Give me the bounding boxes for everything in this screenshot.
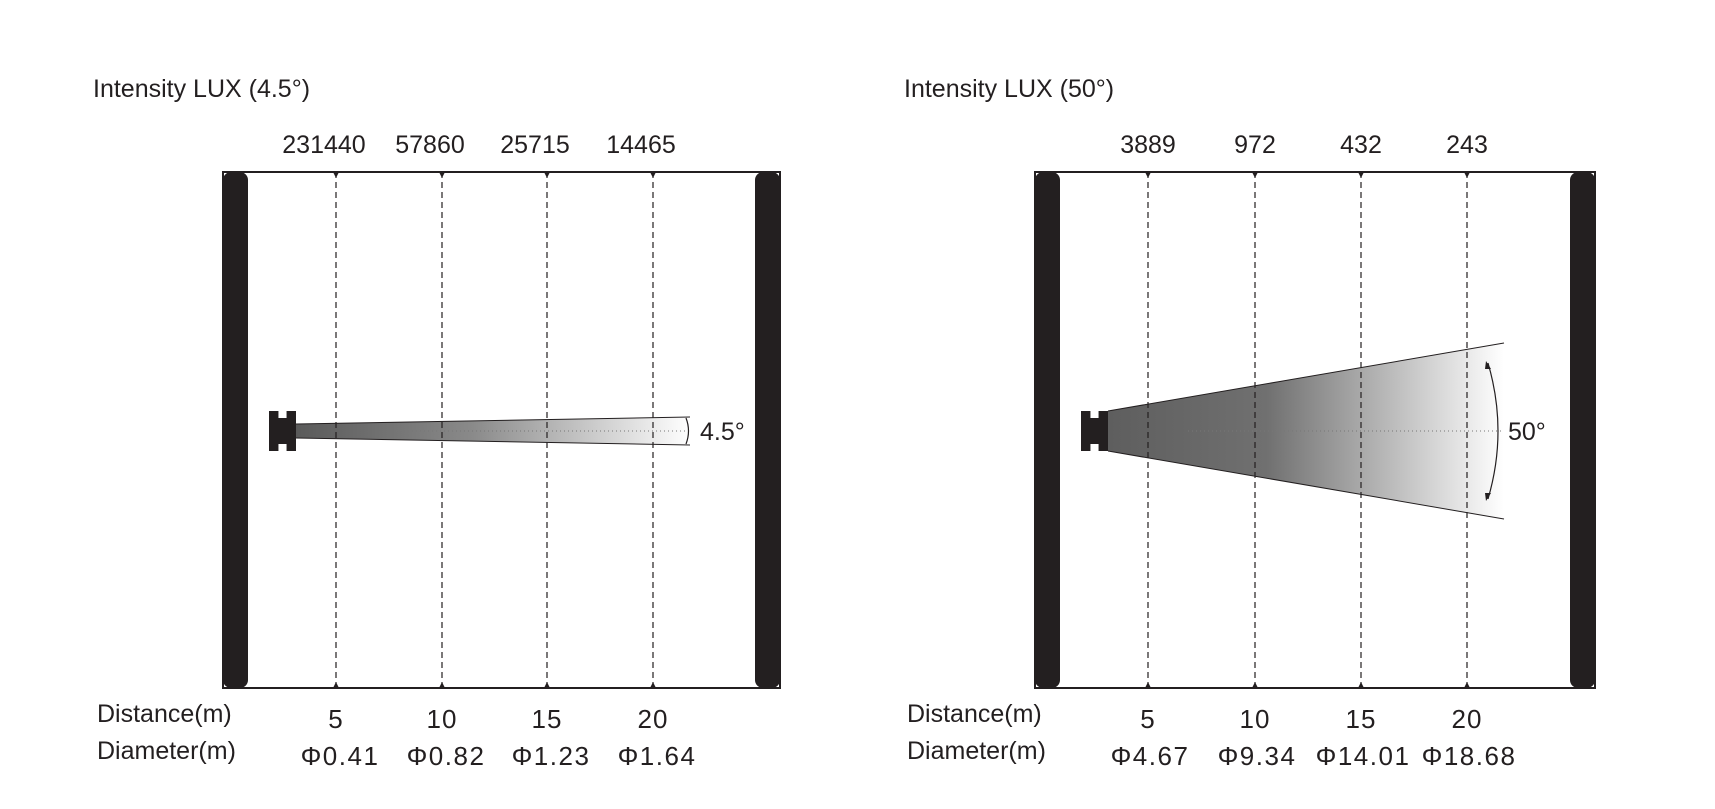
tick-bottom	[439, 682, 445, 688]
lux-value: 57860	[395, 131, 465, 159]
distance-label: Distance(m)	[907, 700, 1042, 728]
frame	[1034, 171, 1596, 689]
fixture-icon	[269, 411, 297, 451]
distance-value: 15	[1346, 704, 1377, 734]
tick-bottom	[1252, 682, 1258, 688]
tick-bottom	[544, 682, 550, 688]
distance-label: Distance(m)	[97, 700, 232, 728]
diameter-label: Diameter(m)	[97, 737, 236, 765]
right-wall	[755, 172, 780, 688]
diameter-value: Φ9.34	[1218, 741, 1297, 771]
lux-value: 432	[1340, 131, 1382, 159]
diameter-value: Φ1.23	[512, 741, 591, 771]
distance-value: 20	[1452, 704, 1483, 734]
lux-value: 3889	[1120, 131, 1176, 159]
tick-top	[1464, 172, 1470, 178]
lux-value: 231440	[282, 131, 365, 159]
diameter-value: Φ0.41	[301, 741, 380, 771]
tick-top	[1145, 172, 1151, 178]
tick-top	[1358, 172, 1364, 178]
tick-top	[650, 172, 656, 178]
tick-bottom	[1464, 682, 1470, 688]
beam-edge-bottom	[295, 437, 691, 446]
tick-bottom	[1358, 682, 1364, 688]
beam-angle-label: 50°	[1508, 418, 1546, 446]
panel-1: Intensity LUX (50°)3889 5 Φ4.67 972 10 Φ9.34 4…	[904, 75, 1596, 771]
fixture-icon	[1081, 411, 1108, 451]
lux-value: 972	[1234, 131, 1276, 159]
tick-top	[544, 172, 550, 178]
diameter-value: Φ4.67	[1111, 741, 1190, 771]
distance-value: 10	[427, 704, 458, 734]
lux-value: 243	[1446, 131, 1488, 159]
panel-title: Intensity LUX (4.5°)	[93, 75, 310, 103]
diameter-value: Φ14.01	[1316, 741, 1411, 771]
tick-bottom	[1145, 682, 1151, 688]
arrow-head	[1485, 361, 1491, 369]
tick-bottom	[333, 682, 339, 688]
diameter-label: Diameter(m)	[907, 737, 1046, 765]
distance-value: 5	[328, 704, 343, 734]
arrow-head	[1485, 493, 1491, 501]
diameter-value: Φ0.82	[407, 741, 486, 771]
tick-top	[333, 172, 339, 178]
panel-title: Intensity LUX (50°)	[904, 75, 1114, 103]
frame	[222, 171, 781, 689]
angle-arc	[1487, 362, 1499, 500]
left-wall	[223, 172, 248, 688]
right-wall	[1570, 172, 1595, 688]
distance-value: 10	[1240, 704, 1271, 734]
distance-value: 5	[1140, 704, 1155, 734]
beam-edge-top	[1107, 342, 1505, 412]
tick-top	[439, 172, 445, 178]
beam-edge-bottom	[1107, 450, 1505, 520]
diameter-value: Φ18.68	[1422, 741, 1517, 771]
beam-edge-top	[295, 416, 691, 425]
light-beam	[1108, 343, 1504, 519]
left-wall	[1035, 172, 1060, 688]
lux-value: 25715	[500, 131, 570, 159]
diameter-value: Φ1.64	[618, 741, 697, 771]
beam-angle-label: 4.5°	[700, 418, 745, 446]
tick-top	[1252, 172, 1258, 178]
distance-value: 20	[638, 704, 669, 734]
panel-0: Intensity LUX (4.5°) 231440 5 Φ0.41 57860 10 Φ…	[93, 75, 781, 771]
tick-bottom	[650, 682, 656, 688]
angle-arc	[685, 417, 690, 445]
distance-value: 15	[532, 704, 563, 734]
lux-value: 14465	[606, 131, 676, 159]
